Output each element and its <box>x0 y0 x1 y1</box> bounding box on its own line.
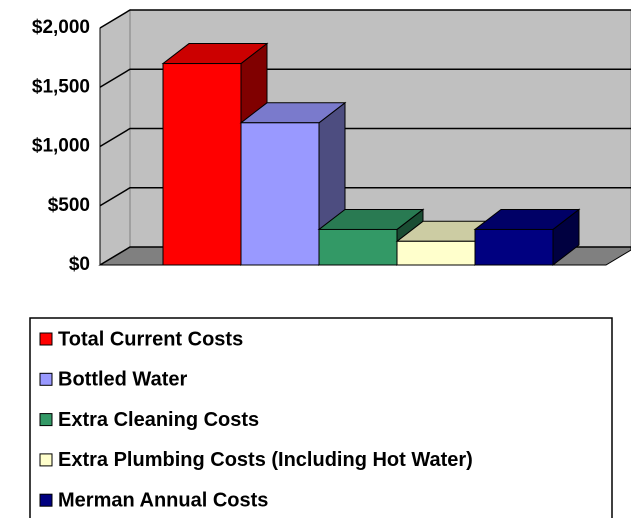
grid-line <box>99 187 631 207</box>
bar <box>240 122 320 266</box>
y-tick-label: $500 <box>48 195 90 216</box>
grid-line <box>99 127 631 148</box>
legend-swatch <box>39 453 53 467</box>
bar <box>162 63 242 266</box>
grid-line <box>99 9 631 29</box>
legend-label: Total Current Costs <box>58 328 243 350</box>
legend-swatch <box>39 413 53 427</box>
legend-label: Bottled Water <box>58 369 187 391</box>
legend-swatch <box>39 332 53 346</box>
legend-swatch <box>39 372 53 386</box>
y-tick-label: $1,500 <box>32 76 90 97</box>
bar <box>474 228 554 266</box>
legend-label: Extra Cleaning Costs <box>58 409 259 431</box>
y-tick-label: $2,000 <box>32 17 90 38</box>
y-tick-label: $0 <box>69 254 90 275</box>
legend-label: Merman Annual Costs <box>58 489 268 511</box>
legend <box>29 317 613 518</box>
bar <box>396 240 476 266</box>
legend-label: Extra Plumbing Costs (Including Hot Wate… <box>58 449 473 471</box>
bar <box>318 228 398 266</box>
grid-line <box>99 68 631 88</box>
legend-swatch <box>39 493 53 507</box>
y-tick-label: $1,000 <box>32 136 90 157</box>
